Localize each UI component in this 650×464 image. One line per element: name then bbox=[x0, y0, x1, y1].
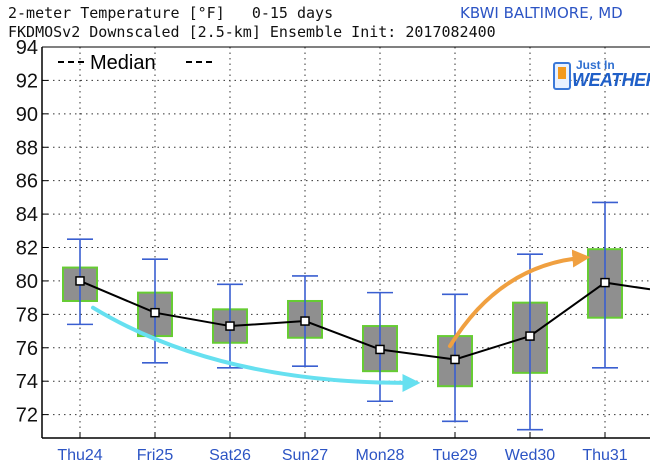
x-tick-label: Sat26 bbox=[209, 447, 251, 464]
station-label: KBWI BALTIMORE, MD bbox=[460, 4, 623, 22]
x-tick-label: Thu24 bbox=[57, 447, 102, 464]
x-tick-labels: Thu24 Fri25 Sat26 Sun27 Mon28 Tue29 Wed30 Thu31 bbox=[57, 447, 627, 464]
x-tick-label: Fri25 bbox=[137, 447, 174, 464]
x-tick-label: Thu31 bbox=[582, 447, 627, 464]
y-tick-label: 74 bbox=[16, 371, 38, 393]
chart-subtitle: FKDMOSv2 Downscaled [2.5-km] Ensemble In… bbox=[8, 23, 496, 41]
cooling-arrow bbox=[91, 305, 421, 392]
median-point bbox=[450, 354, 460, 365]
x-tick-label: Mon28 bbox=[356, 447, 405, 464]
x-tick-label: Tue29 bbox=[433, 447, 478, 464]
just-in-weather-logo: Just In WEATHER bbox=[550, 58, 650, 92]
chart-title: 2-meter Temperature [°F] 0-15 days bbox=[8, 4, 334, 22]
box-plots bbox=[62, 201, 650, 431]
y-tick-labels: 72 74 76 78 80 82 84 86 88 90 92 94 bbox=[16, 37, 38, 427]
median-point bbox=[600, 277, 610, 288]
y-tick-label: 88 bbox=[16, 137, 38, 159]
y-tick-label: 84 bbox=[16, 204, 38, 226]
x-tick-label: Wed30 bbox=[505, 447, 556, 464]
median-point bbox=[525, 331, 535, 341]
median-point bbox=[150, 307, 160, 318]
median-point bbox=[75, 276, 85, 286]
legend-label: Median bbox=[90, 52, 156, 74]
y-tick-label: 86 bbox=[16, 171, 38, 193]
y-tick-label: 90 bbox=[16, 104, 38, 126]
y-tick-label: 82 bbox=[16, 238, 38, 260]
median-point bbox=[300, 316, 310, 326]
axes bbox=[41, 46, 650, 439]
x-tick-label: Sun27 bbox=[282, 447, 328, 464]
logo-text-small: Just In bbox=[576, 58, 615, 72]
median-point bbox=[225, 321, 235, 331]
y-tick-label: 80 bbox=[16, 271, 38, 293]
box-Wed30 bbox=[512, 253, 548, 431]
y-tick-label: 94 bbox=[16, 37, 38, 59]
median-point bbox=[375, 344, 385, 355]
warming-arrow bbox=[448, 249, 591, 349]
trend-arrows bbox=[91, 249, 591, 392]
legend: Median bbox=[58, 52, 212, 74]
logo-text-big: WEATHER bbox=[572, 70, 650, 90]
y-tick-label: 92 bbox=[16, 70, 38, 92]
y-tick-label: 76 bbox=[16, 338, 38, 360]
y-tick-label: 72 bbox=[16, 405, 38, 427]
y-tick-label: 78 bbox=[16, 304, 38, 326]
phone-icon bbox=[553, 62, 571, 90]
